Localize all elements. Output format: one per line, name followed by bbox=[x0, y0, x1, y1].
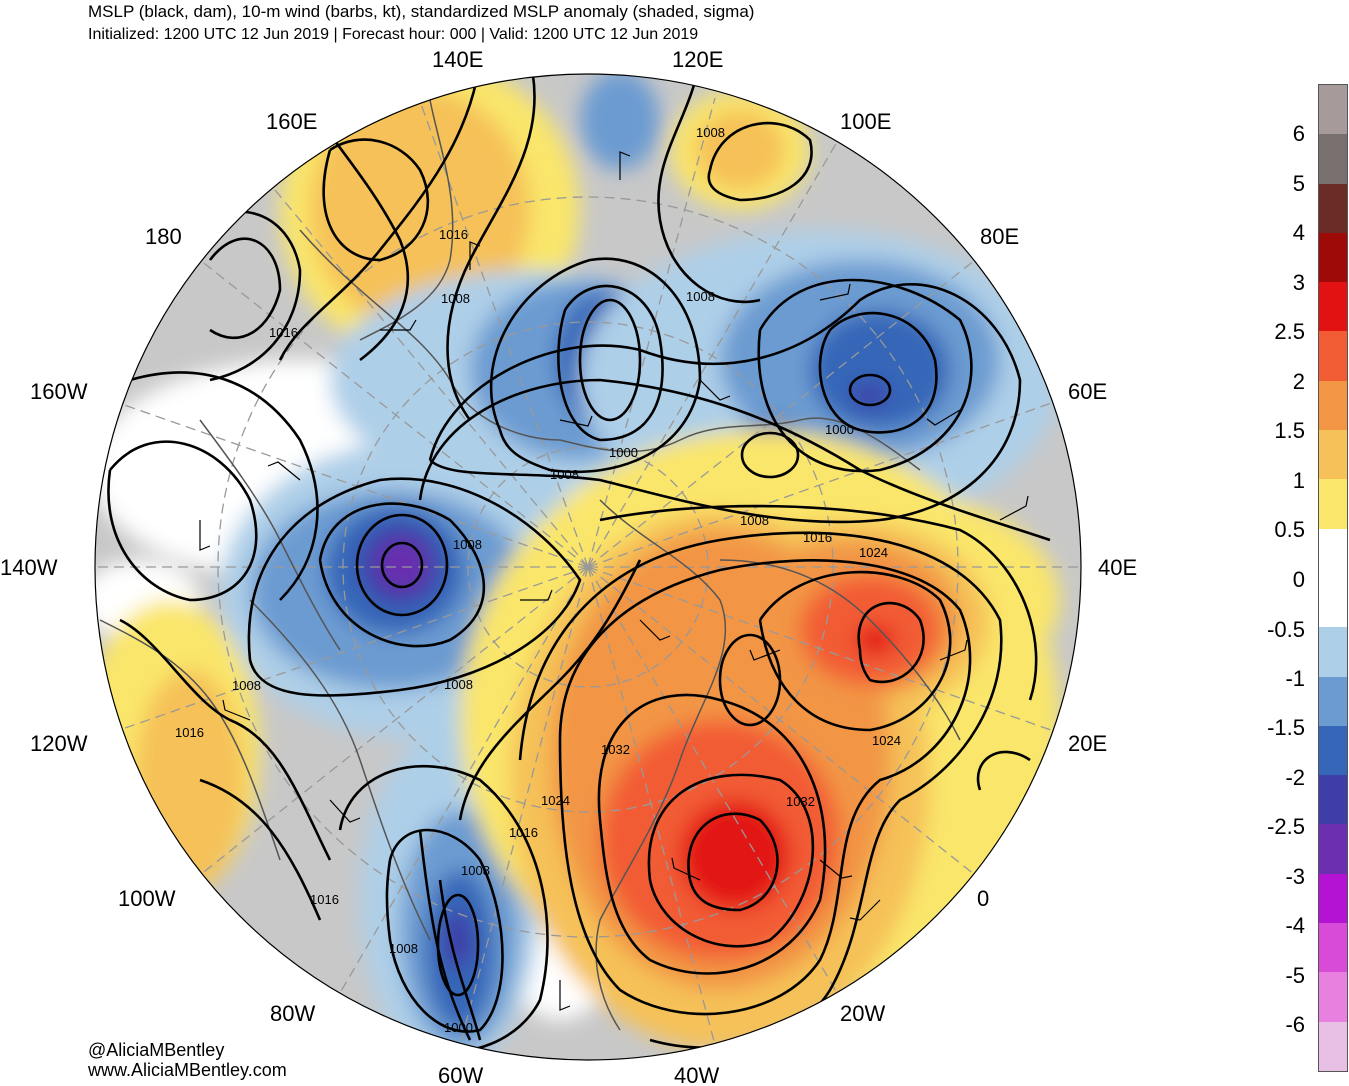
colorbar-tick-label: 4 bbox=[1292, 220, 1305, 245]
lon-label-80e: 80E bbox=[980, 224, 1019, 249]
colorbar-tick-label: 5 bbox=[1292, 171, 1305, 196]
colorbar-swatch bbox=[1319, 725, 1347, 776]
colorbar-tick-label: -0.5 bbox=[1267, 617, 1305, 642]
colorbar-swatch bbox=[1319, 972, 1347, 1022]
contour-label: 1000 bbox=[609, 445, 638, 460]
contour-label: 1008 bbox=[444, 677, 473, 692]
colorbar-swatch bbox=[1319, 627, 1347, 677]
colorbar-swatch bbox=[1319, 824, 1347, 874]
colorbar-swatch bbox=[1319, 85, 1347, 135]
colorbar-swatch bbox=[1319, 282, 1347, 332]
colorbar-tick-label: 1 bbox=[1292, 468, 1305, 493]
contour-label: 1008 bbox=[453, 537, 482, 552]
credit-website: www.AliciaMBentley.com bbox=[88, 1060, 287, 1080]
colorbar-swatch bbox=[1319, 923, 1347, 973]
contour-label: 1024 bbox=[541, 793, 570, 808]
colorbar-tick-label: 2.5 bbox=[1274, 319, 1305, 344]
colorbar-swatch bbox=[1319, 873, 1347, 924]
contour-label: 1008 bbox=[441, 291, 470, 306]
contour-label: 1016 bbox=[175, 725, 204, 740]
colorbar-swatch bbox=[1319, 1021, 1347, 1071]
contour-label: 1008 bbox=[686, 289, 715, 304]
colorbar-swatch bbox=[1319, 479, 1347, 529]
colorbar-tick-label: -6 bbox=[1285, 1012, 1305, 1037]
colorbar-swatch bbox=[1319, 183, 1347, 233]
colorbar-tick-label: -5 bbox=[1285, 963, 1305, 988]
colorbar-tick-label: 3 bbox=[1292, 270, 1305, 295]
lon-label-140e: 140E bbox=[432, 47, 483, 72]
colorbar-swatch bbox=[1319, 676, 1347, 726]
contour-label: 1024 bbox=[859, 545, 888, 560]
colorbar-swatch bbox=[1319, 232, 1347, 283]
contour-label: 1024 bbox=[872, 733, 901, 748]
lon-label-60w: 60W bbox=[438, 1063, 483, 1086]
lon-label-120e: 120E bbox=[672, 47, 723, 72]
contour-label: 1032 bbox=[601, 742, 630, 757]
colorbar-tick-label: -2.5 bbox=[1267, 814, 1305, 839]
lon-label-40w: 40W bbox=[674, 1063, 719, 1086]
colorbar-tick-label: -1.5 bbox=[1267, 715, 1305, 740]
colorbar-tick-label: 6 bbox=[1292, 121, 1305, 146]
lon-label-180: 180 bbox=[145, 224, 182, 249]
map-subtitle: Initialized: 1200 UTC 12 Jun 2019 | Fore… bbox=[88, 26, 699, 43]
contour-label: 1016 bbox=[269, 325, 298, 340]
colorbar bbox=[1318, 84, 1348, 1072]
contour-label: 1008 bbox=[232, 678, 261, 693]
wind-barbs bbox=[199, 151, 1029, 1011]
contour-label: 1008 bbox=[696, 125, 725, 140]
colorbar-tick-label: -4 bbox=[1285, 913, 1305, 938]
lon-label-140w: 140W bbox=[0, 555, 58, 580]
colorbar-tick-label: -1 bbox=[1285, 666, 1305, 691]
contour-label: 1008 bbox=[461, 863, 490, 878]
colorbar-tick-label: 2 bbox=[1292, 369, 1305, 394]
colorbar-swatch bbox=[1319, 430, 1347, 480]
credit-twitter: @AliciaMBentley bbox=[88, 1040, 225, 1060]
lon-label-120w: 120W bbox=[30, 731, 88, 756]
colorbar-swatch bbox=[1319, 331, 1347, 381]
longitude-labels: 140E 120E 160E 100E 180 80E 160W 60E 140… bbox=[0, 47, 1137, 1086]
colorbar-swatch bbox=[1319, 528, 1347, 578]
colorbar-tick-label: -3 bbox=[1285, 864, 1305, 889]
lon-label-100w: 100W bbox=[118, 886, 176, 911]
colorbar-swatch bbox=[1319, 577, 1347, 628]
contour-labels: 1008 1016 1008 1016 1008 1000 1008 1000 … bbox=[175, 125, 901, 1035]
contour-label: 1000 bbox=[444, 1020, 473, 1035]
contour-label: 1008 bbox=[550, 467, 579, 482]
lon-label-60e: 60E bbox=[1068, 379, 1107, 404]
contour-label: 1016 bbox=[509, 825, 538, 840]
colorbar-tick-label: -2 bbox=[1285, 765, 1305, 790]
map-title: MSLP (black, dam), 10-m wind (barbs, kt)… bbox=[88, 2, 755, 21]
colorbar-tick-label: 0 bbox=[1292, 567, 1305, 592]
colorbar-tick-label: 1.5 bbox=[1274, 418, 1305, 443]
lon-label-80w: 80W bbox=[270, 1001, 315, 1026]
contour-label: 1016 bbox=[310, 892, 339, 907]
lon-label-160e: 160E bbox=[266, 109, 317, 134]
contour-label: 1032 bbox=[786, 794, 815, 809]
colorbar-swatch bbox=[1319, 775, 1347, 825]
map-boundary bbox=[94, 73, 1082, 1061]
contour-label: 1000 bbox=[825, 422, 854, 437]
lon-label-0: 0 bbox=[977, 886, 989, 911]
contour-label: 1016 bbox=[803, 530, 832, 545]
lon-label-20e: 20E bbox=[1068, 731, 1107, 756]
colorbar-swatch bbox=[1319, 134, 1347, 184]
lon-label-40e: 40E bbox=[1098, 555, 1137, 580]
lon-label-100e: 100E bbox=[840, 109, 891, 134]
contour-label: 1008 bbox=[389, 941, 418, 956]
lon-label-160w: 160W bbox=[30, 379, 88, 404]
colorbar-swatch bbox=[1319, 380, 1347, 431]
lon-label-20w: 20W bbox=[840, 1001, 885, 1026]
contour-label: 1016 bbox=[439, 227, 468, 242]
contour-label: 1008 bbox=[740, 513, 769, 528]
colorbar-tick-label: 0.5 bbox=[1274, 517, 1305, 542]
